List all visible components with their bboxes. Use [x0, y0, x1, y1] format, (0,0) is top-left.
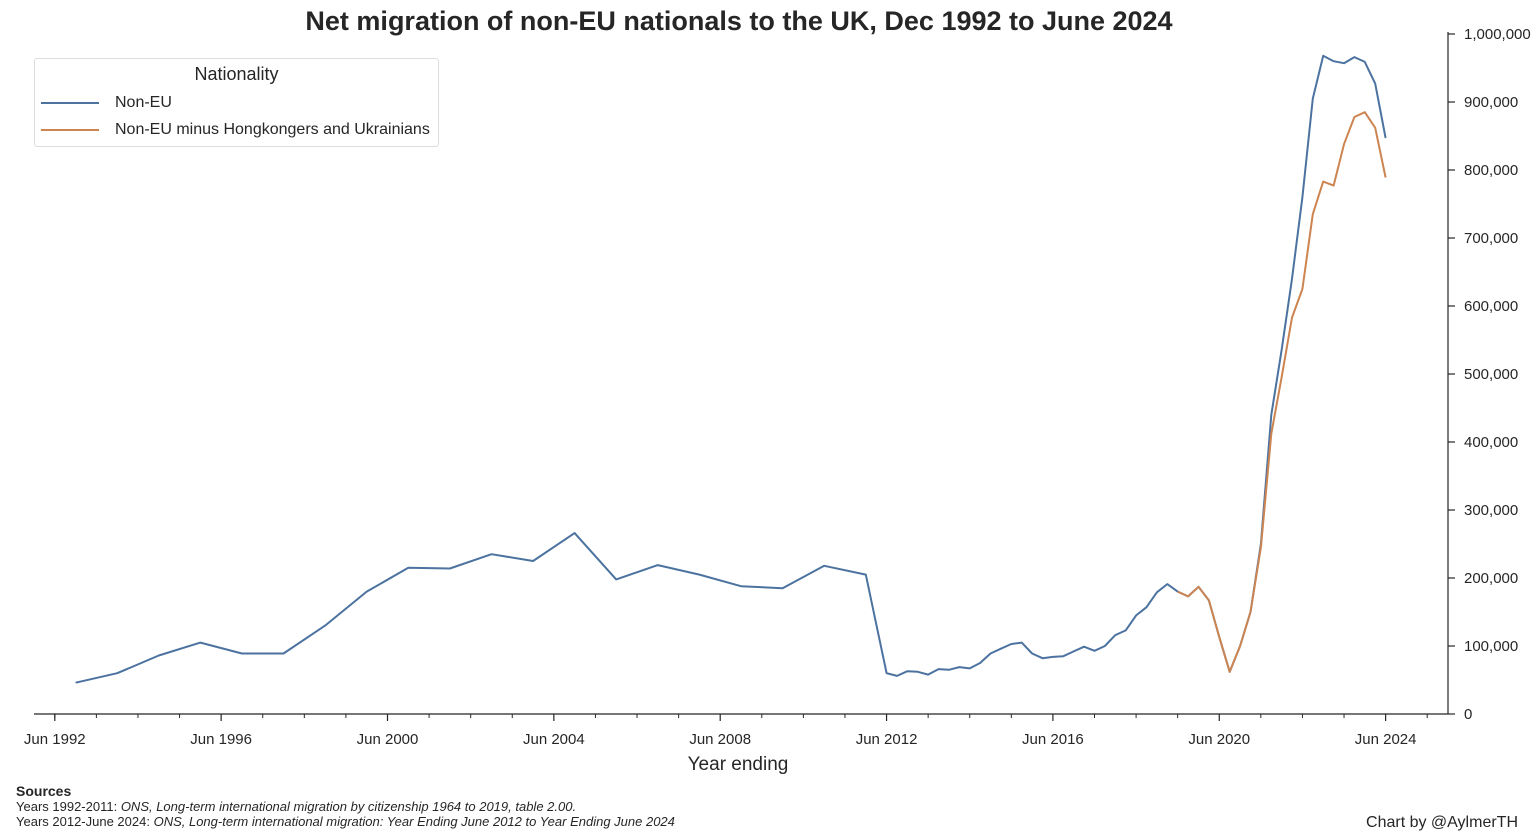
axes-layer: Jun 1992 Jun 1996 Jun 2000 Jun 2004 Jun 2008…: [24, 26, 1531, 748]
source-line-2: Years 2012-June 2024: ONS, Long-term int…: [16, 814, 675, 829]
legend-swatch-non-eu-minus: [41, 129, 99, 131]
legend-entry-non-eu: Non-EU: [41, 92, 172, 114]
y-tick-label: 0: [1464, 706, 1472, 723]
series-line-non-eu: [75, 54, 1387, 684]
y-tick-label: 1,000,000: [1464, 26, 1531, 43]
series-line-non-eu-minus-hk-ua: [1177, 111, 1387, 673]
legend-label-non-eu-minus: Non-EU minus Hongkongers and Ukrainians: [115, 121, 430, 138]
y-tick-label: 800,000: [1464, 162, 1518, 179]
legend-label-non-eu: Non-EU: [115, 94, 172, 111]
x-tick-label: Jun 2016: [1022, 731, 1084, 748]
source-line-1-prefix: Years 1992-2011:: [16, 799, 121, 814]
x-tick-label: Jun 2024: [1355, 731, 1417, 748]
x-tick-label: Jun 2004: [523, 731, 585, 748]
legend-swatch-non-eu: [41, 102, 99, 104]
x-tick-label: Jun 2020: [1188, 731, 1250, 748]
y-tick-label: 600,000: [1464, 298, 1518, 315]
x-tick-label: Jun 2012: [856, 731, 918, 748]
x-axis-label: Year ending: [688, 754, 789, 775]
legend-entry-non-eu-minus: Non-EU minus Hongkongers and Ukrainians: [41, 119, 430, 141]
y-tick-label: 700,000: [1464, 230, 1518, 247]
source-line-1-citation: ONS, Long-term international migration b…: [120, 799, 577, 814]
x-tick-label: Jun 2008: [689, 731, 751, 748]
source-line-1: Years 1992-2011: ONS, Long-term internat…: [16, 799, 675, 814]
x-tick-label: Jun 2000: [357, 731, 419, 748]
legend-title: Nationality: [194, 64, 279, 84]
sources-heading: Sources: [16, 783, 72, 799]
x-tick-label: Jun 1992: [24, 731, 86, 748]
y-tick-label: 200,000: [1464, 570, 1518, 587]
y-tick-label: 500,000: [1464, 366, 1518, 383]
sources-note: Sources Years 1992-2011: ONS, Long-term …: [16, 783, 675, 830]
y-tick-label: 100,000: [1464, 638, 1518, 655]
source-line-2-prefix: Years 2012-June 2024:: [16, 814, 154, 829]
source-line-2-citation: ONS, Long-term international migration: …: [153, 814, 675, 829]
y-tick-label: 400,000: [1464, 434, 1518, 451]
y-tick-label: 300,000: [1464, 502, 1518, 519]
y-tick-label: 900,000: [1464, 94, 1518, 111]
series-lines-layer: [75, 54, 1387, 684]
chart-credit: Chart by @AylmerTH: [1366, 814, 1518, 831]
x-tick-label: Jun 1996: [190, 731, 252, 748]
legend: Nationality Non-EU Non-EU minus Hongkong…: [34, 58, 439, 147]
chart-title: Net migration of non-EU nationals to the…: [305, 6, 1173, 36]
